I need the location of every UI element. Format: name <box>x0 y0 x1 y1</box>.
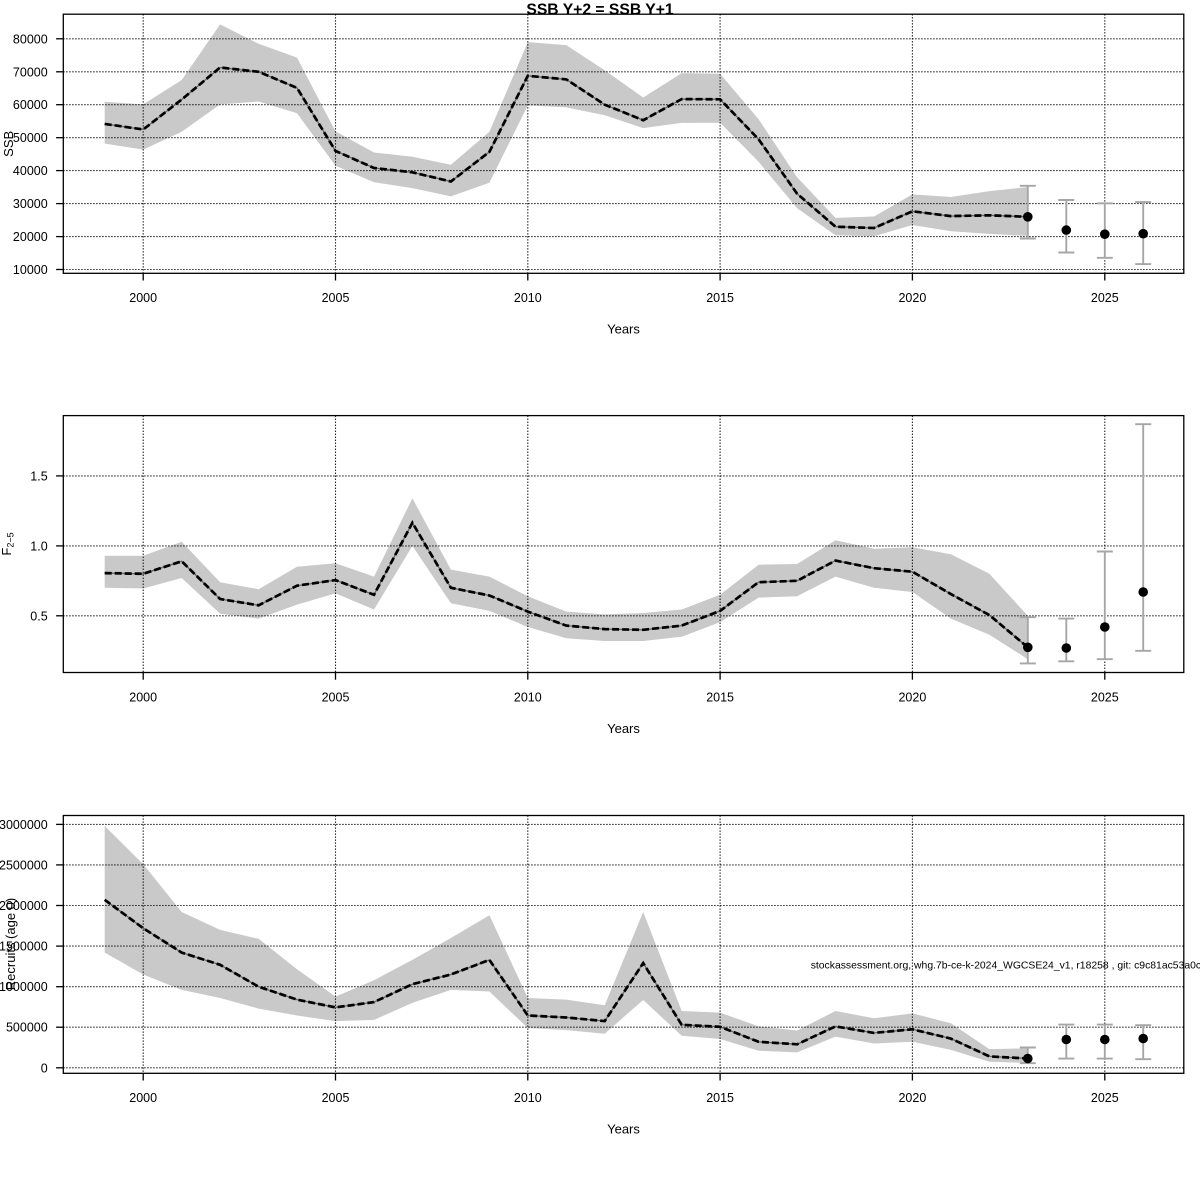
svg-text:2015: 2015 <box>706 1091 734 1105</box>
svg-text:2010: 2010 <box>514 690 542 704</box>
svg-text:2000000: 2000000 <box>0 899 48 913</box>
svg-text:20000: 20000 <box>13 230 48 244</box>
svg-text:Years: Years <box>607 1122 640 1137</box>
svg-text:SSB: SSB <box>1 131 16 157</box>
svg-text:SSB Y+2 = SSB Y+1: SSB Y+2 = SSB Y+1 <box>526 1 674 18</box>
svg-text:3000000: 3000000 <box>0 818 48 832</box>
svg-text:2025: 2025 <box>1091 1091 1119 1105</box>
svg-text:1.0: 1.0 <box>30 539 47 553</box>
svg-text:70000: 70000 <box>13 65 48 79</box>
svg-text:Years: Years <box>607 322 640 337</box>
svg-text:2005: 2005 <box>322 1091 350 1105</box>
svg-text:1500000: 1500000 <box>0 940 48 954</box>
svg-text:2015: 2015 <box>706 291 734 305</box>
svg-text:500000: 500000 <box>6 1021 48 1035</box>
svg-text:0: 0 <box>41 1061 48 1075</box>
svg-text:2000: 2000 <box>129 291 157 305</box>
svg-text:10000: 10000 <box>13 263 48 277</box>
svg-text:2005: 2005 <box>322 690 350 704</box>
svg-text:50000: 50000 <box>13 131 48 145</box>
svg-text:60000: 60000 <box>13 98 48 112</box>
svg-text:2020: 2020 <box>898 1091 926 1105</box>
svg-text:0.5: 0.5 <box>30 609 47 623</box>
svg-text:2020: 2020 <box>898 690 926 704</box>
svg-text:1.5: 1.5 <box>30 469 47 483</box>
svg-text:Recruits (age 0): Recruits (age 0) <box>3 898 18 990</box>
svg-text:2010: 2010 <box>514 1091 542 1105</box>
svg-text:stockassessment.org, whg.7b-ce: stockassessment.org, whg.7b-ce-k-2024_WG… <box>811 961 1200 972</box>
svg-text:2025: 2025 <box>1091 291 1119 305</box>
svg-text:30000: 30000 <box>13 197 48 211</box>
svg-text:2015: 2015 <box>706 690 734 704</box>
svg-text:2025: 2025 <box>1091 690 1119 704</box>
svg-text:2000: 2000 <box>129 690 157 704</box>
svg-text:1000000: 1000000 <box>0 980 48 994</box>
svg-text:2020: 2020 <box>898 291 926 305</box>
svg-text:2005: 2005 <box>322 291 350 305</box>
svg-text:2500000: 2500000 <box>0 858 48 872</box>
svg-text:40000: 40000 <box>13 164 48 178</box>
svg-text:Years: Years <box>607 721 640 736</box>
svg-text:2010: 2010 <box>514 291 542 305</box>
svg-text:80000: 80000 <box>13 32 48 46</box>
svg-text:2000: 2000 <box>129 1091 157 1105</box>
